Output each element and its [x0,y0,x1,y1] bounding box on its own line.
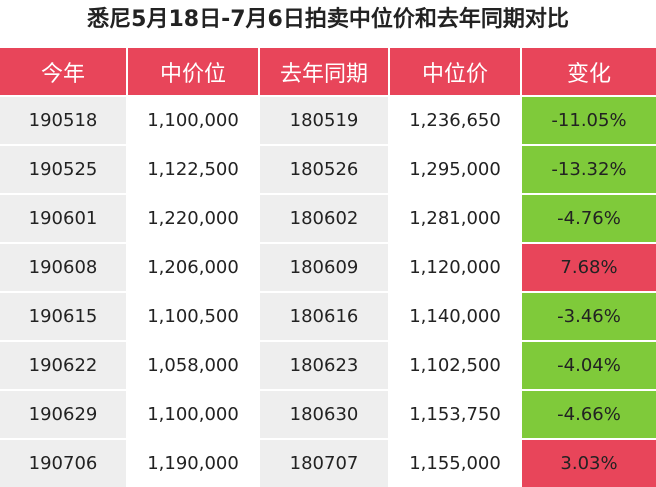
cell-this-year: 190608 [0,242,128,291]
cell-this-year: 190615 [0,291,128,340]
cell-change: -3.46% [522,291,656,340]
column-header-last-year: 去年同期 [260,48,390,95]
column-header-change: 变化 [522,48,656,95]
table-row: 190706 1,190,000 180707 1,155,000 3.03% [0,438,656,487]
cell-this-year: 190601 [0,193,128,242]
cell-last-median: 1,236,650 [390,95,522,144]
cell-this-year: 190706 [0,438,128,487]
cell-change: -4.76% [522,193,656,242]
cell-median: 1,190,000 [128,438,260,487]
cell-last-year: 180526 [260,144,390,193]
cell-last-median: 1,155,000 [390,438,522,487]
cell-last-median: 1,153,750 [390,389,522,438]
page-title: 悉尼5月18日-7月6日拍卖中位价和去年同期对比 [87,7,569,32]
cell-median: 1,100,000 [128,389,260,438]
cell-change: -4.66% [522,389,656,438]
cell-last-year: 180707 [260,438,390,487]
cell-last-median: 1,120,000 [390,242,522,291]
cell-median: 1,122,500 [128,144,260,193]
cell-last-median: 1,102,500 [390,340,522,389]
cell-last-year: 180630 [260,389,390,438]
cell-median: 1,058,000 [128,340,260,389]
cell-this-year: 190525 [0,144,128,193]
cell-last-median: 1,140,000 [390,291,522,340]
cell-change: 3.03% [522,438,656,487]
table-row: 190518 1,100,000 180519 1,236,650 -11.05% [0,95,656,144]
table-body: 190518 1,100,000 180519 1,236,650 -11.05% 190… [0,95,656,487]
column-header-last-median: 中位价 [390,48,522,95]
cell-last-year: 180609 [260,242,390,291]
cell-last-year: 180623 [260,340,390,389]
cell-median: 1,206,000 [128,242,260,291]
cell-change: -11.05% [522,95,656,144]
cell-last-median: 1,281,000 [390,193,522,242]
cell-this-year: 190629 [0,389,128,438]
auction-comparison-table: 今年 中价位 去年同期 中位价 变化 190518 1,100,000 180519… [0,48,656,487]
table-header-row: 今年 中价位 去年同期 中位价 变化 [0,48,656,95]
cell-this-year: 190518 [0,95,128,144]
cell-last-year: 180616 [260,291,390,340]
cell-last-median: 1,295,000 [390,144,522,193]
cell-last-year: 180519 [260,95,390,144]
cell-median: 1,100,500 [128,291,260,340]
cell-median: 1,220,000 [128,193,260,242]
cell-last-year: 180602 [260,193,390,242]
table-row: 190622 1,058,000 180623 1,102,500 -4.04% [0,340,656,389]
table-row: 190525 1,122,500 180526 1,295,000 -13.32% [0,144,656,193]
cell-change: -13.32% [522,144,656,193]
cell-change: -4.04% [522,340,656,389]
cell-median: 1,100,000 [128,95,260,144]
table-row: 190615 1,100,500 180616 1,140,000 -3.46% [0,291,656,340]
table-row: 190629 1,100,000 180630 1,153,750 -4.66% [0,389,656,438]
cell-this-year: 190622 [0,340,128,389]
column-header-median: 中价位 [128,48,260,95]
cell-change: 7.68% [522,242,656,291]
table-row: 190601 1,220,000 180602 1,281,000 -4.76% [0,193,656,242]
table-row: 190608 1,206,000 180609 1,120,000 7.68% [0,242,656,291]
column-header-this-year: 今年 [0,48,128,95]
